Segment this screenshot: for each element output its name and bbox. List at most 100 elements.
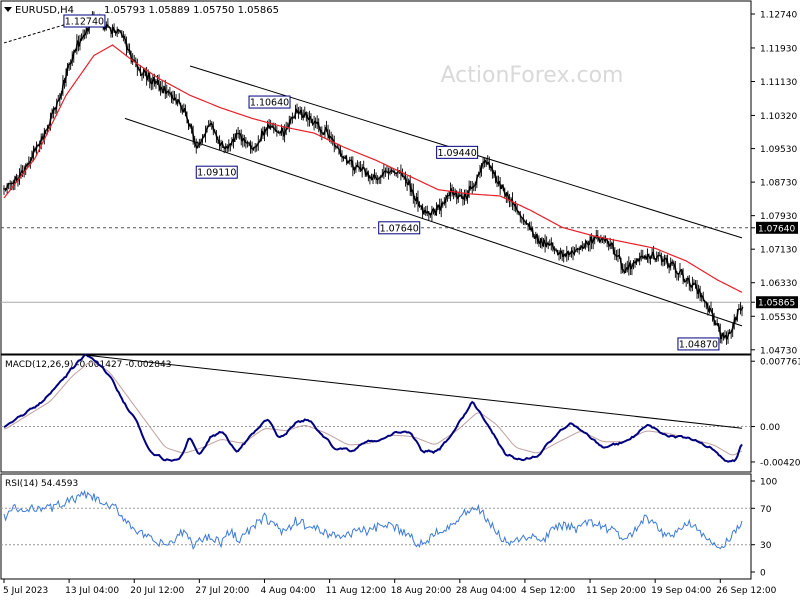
price-candle-body: [394, 172, 395, 174]
price-candle-body: [192, 130, 193, 141]
price-y-tick-label: 1.10320: [760, 112, 797, 122]
price-candle-body: [467, 194, 468, 199]
price-candle-body: [50, 115, 51, 124]
price-candle-body: [258, 142, 259, 145]
price-candle-body: [699, 289, 700, 297]
price-candle-body: [354, 169, 355, 170]
price-candle-body: [272, 126, 273, 128]
macd-layer: [1, 354, 751, 461]
price-candle-body: [155, 82, 156, 84]
price-candle-body: [320, 129, 321, 132]
price-candle-body: [73, 50, 74, 56]
price-candle-body: [197, 145, 198, 148]
price-candle-body: [62, 80, 63, 92]
price-candle-body: [72, 56, 73, 63]
dropdown-triangle-icon: [4, 7, 12, 12]
price-y-tick-label: 1.08730: [760, 179, 797, 189]
price-candle-body: [704, 301, 705, 302]
price-candle-body: [25, 165, 26, 170]
time-tick-label: 4 Aug 04:00: [260, 586, 315, 596]
price-candle-body: [82, 35, 83, 39]
price-candle-body: [575, 249, 576, 251]
price-candle-body: [47, 127, 48, 130]
price-candle-body: [737, 310, 738, 320]
price-candle-body: [140, 69, 141, 76]
time-tick-label: 5 Jul 2023: [3, 586, 48, 596]
price-candle-body: [622, 269, 623, 271]
price-candle-body: [441, 203, 442, 211]
price-candle-body: [681, 269, 682, 270]
price-level-tick-label: 1.07640: [758, 224, 795, 234]
price-candle-body: [126, 41, 127, 50]
price-candle-body: [516, 209, 517, 211]
price-candle-body: [481, 163, 482, 170]
price-candle-body: [144, 70, 145, 73]
price-candle-body: [358, 167, 359, 168]
price-candle-body: [186, 115, 187, 121]
price-candle-body: [532, 228, 533, 236]
macd-y-tick-label: 0.007761: [760, 358, 800, 368]
price-candle-body: [682, 271, 683, 281]
price-candle-body: [113, 27, 114, 32]
price-candle-body: [296, 109, 297, 113]
price-candle-body: [461, 195, 462, 198]
price-candle-body: [417, 197, 418, 207]
symbol-title: EURUSD,H4: [15, 5, 74, 16]
price-candle-body: [730, 331, 731, 334]
price-candle-body: [28, 163, 29, 165]
price-candle-body: [31, 156, 32, 161]
price-candle-body: [661, 255, 662, 262]
price-candle-body: [340, 151, 341, 157]
rsi-y-tick-label: 30: [760, 541, 772, 551]
price-annotation-label: 1.09440: [437, 148, 476, 159]
price-candle-body: [650, 258, 651, 259]
rsi-y-tick-label: 100: [760, 478, 777, 488]
price-candle-body: [614, 254, 615, 256]
price-candle-body: [248, 143, 249, 144]
price-candle-body: [171, 93, 172, 97]
price-candle-body: [203, 136, 204, 137]
price-current-tick-label: 1.05865: [758, 299, 795, 309]
time-tick-label: 18 Aug 20:00: [391, 586, 452, 596]
price-candle-body: [16, 176, 17, 180]
price-candle-body: [692, 283, 693, 287]
macd-main-line: [4, 354, 742, 461]
price-candle-body: [363, 167, 364, 169]
price-candle-body: [458, 196, 459, 200]
price-candle-body: [445, 196, 446, 203]
price-candle-body: [665, 258, 666, 259]
price-y-tick-label: 1.04730: [760, 346, 797, 356]
macd-y-tick-label: -0.004205: [760, 458, 800, 468]
time-tick-label: 19 Sep 04:00: [651, 586, 711, 596]
price-candle-body: [253, 147, 254, 150]
price-candle-body: [208, 126, 209, 127]
price-candle-body: [245, 142, 246, 144]
price-candle-body: [109, 27, 110, 28]
price-candle-body: [600, 238, 601, 241]
price-candle-body: [380, 177, 381, 178]
price-y-tick-label: 1.09530: [760, 145, 797, 155]
price-candle-body: [278, 132, 279, 133]
time-tick-label: 11 Sep 20:00: [586, 586, 646, 596]
price-candle-body: [507, 192, 508, 198]
price-candle-body: [61, 92, 62, 96]
time-tick-label: 4 Sep 12:00: [521, 586, 576, 596]
price-candle-body: [33, 149, 34, 156]
price-candle-body: [264, 129, 265, 135]
price-candle-body: [667, 259, 668, 267]
price-candle-body: [261, 131, 262, 141]
price-candle-body: [259, 141, 260, 142]
price-candle-body: [689, 278, 690, 285]
price-header: EURUSD,H4 1.05793 1.05889 1.05750 1.0586…: [4, 5, 279, 16]
price-y-tick-label: 1.07130: [760, 246, 797, 256]
price-y-tick-label: 1.11130: [760, 78, 797, 88]
price-candle-body: [695, 283, 696, 285]
price-candle-body: [413, 190, 414, 198]
price-candle-body: [631, 264, 632, 269]
price-candle-body: [321, 131, 322, 133]
price-candles: [3, 11, 742, 345]
price-candle-body: [558, 253, 559, 255]
price-candle-body: [168, 91, 169, 93]
price-candle-body: [526, 222, 527, 224]
price-candle-body: [410, 180, 411, 191]
